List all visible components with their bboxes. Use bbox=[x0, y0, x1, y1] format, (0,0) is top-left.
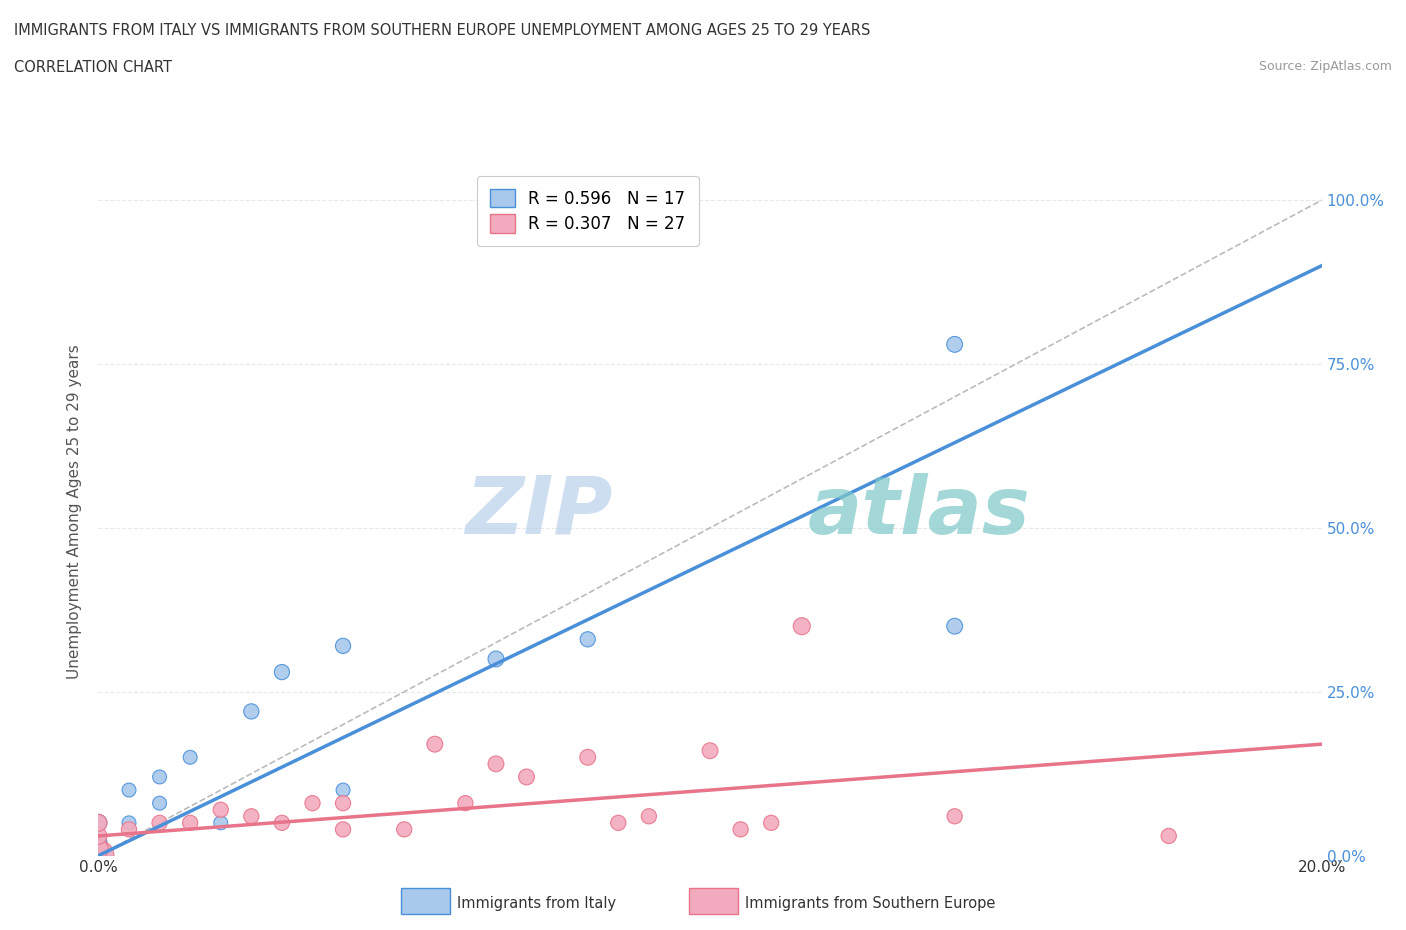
Point bbox=[943, 337, 966, 352]
Point bbox=[87, 816, 110, 830]
Point bbox=[87, 842, 110, 857]
Point bbox=[576, 750, 599, 764]
Point bbox=[179, 750, 201, 764]
Point bbox=[149, 816, 172, 830]
Point bbox=[332, 783, 354, 798]
Point bbox=[730, 822, 752, 837]
Point bbox=[179, 816, 201, 830]
Point bbox=[699, 743, 721, 758]
Y-axis label: Unemployment Among Ages 25 to 29 years: Unemployment Among Ages 25 to 29 years bbox=[67, 344, 83, 679]
Point bbox=[607, 816, 630, 830]
Point bbox=[790, 618, 813, 633]
Point bbox=[637, 809, 661, 824]
Point bbox=[270, 665, 292, 680]
Text: atlas: atlas bbox=[808, 472, 1031, 551]
Point bbox=[943, 809, 966, 824]
Point bbox=[149, 769, 172, 784]
Point bbox=[485, 756, 508, 771]
Legend: R = 0.596   N = 17, R = 0.307   N = 27: R = 0.596 N = 17, R = 0.307 N = 27 bbox=[477, 176, 699, 246]
Point bbox=[87, 816, 110, 830]
Text: Source: ZipAtlas.com: Source: ZipAtlas.com bbox=[1258, 60, 1392, 73]
Point bbox=[87, 848, 110, 863]
Point bbox=[332, 638, 354, 653]
Point bbox=[759, 816, 782, 830]
Point bbox=[576, 631, 599, 646]
Point bbox=[423, 737, 446, 751]
Point bbox=[209, 816, 232, 830]
Point bbox=[87, 829, 110, 844]
Point bbox=[87, 835, 110, 850]
Point bbox=[516, 769, 538, 784]
Text: Immigrants from Southern Europe: Immigrants from Southern Europe bbox=[745, 896, 995, 910]
Text: IMMIGRANTS FROM ITALY VS IMMIGRANTS FROM SOUTHERN EUROPE UNEMPLOYMENT AMONG AGES: IMMIGRANTS FROM ITALY VS IMMIGRANTS FROM… bbox=[14, 23, 870, 38]
Point bbox=[301, 796, 323, 811]
Point bbox=[118, 822, 141, 837]
Point bbox=[209, 803, 232, 817]
Text: CORRELATION CHART: CORRELATION CHART bbox=[14, 60, 172, 75]
Point bbox=[87, 848, 110, 863]
Point bbox=[240, 809, 263, 824]
Point bbox=[240, 704, 263, 719]
Point bbox=[332, 796, 354, 811]
Point bbox=[332, 822, 354, 837]
Point bbox=[118, 783, 141, 798]
Point bbox=[270, 816, 292, 830]
Point bbox=[943, 618, 966, 633]
Point bbox=[392, 822, 416, 837]
Point bbox=[485, 652, 508, 667]
Text: Immigrants from Italy: Immigrants from Italy bbox=[457, 896, 616, 910]
Point bbox=[1157, 829, 1180, 844]
Point bbox=[454, 796, 477, 811]
Point bbox=[149, 796, 172, 811]
Text: ZIP: ZIP bbox=[465, 472, 612, 551]
Point bbox=[118, 816, 141, 830]
